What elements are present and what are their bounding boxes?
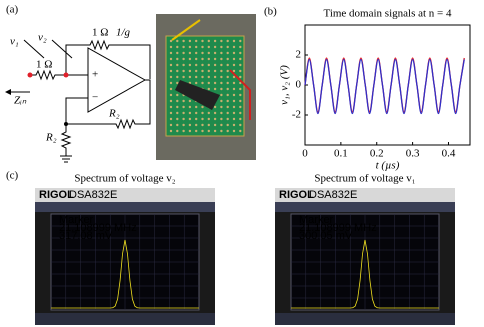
brand: RIGOL	[279, 189, 314, 201]
marker-label: Marker	[299, 214, 334, 226]
panel-label: (a)	[6, 4, 19, 16]
y-tick-label: 2	[296, 49, 302, 61]
spectrum-title: Spectrum of voltage v₁	[314, 173, 415, 185]
panel-label: (c)	[6, 170, 19, 182]
panel-label: (b)	[264, 6, 277, 18]
model: DSA832E	[69, 189, 117, 201]
x-tick-label: 0.4	[442, 148, 456, 160]
conductance-label: 1/g	[116, 27, 131, 39]
marker-frequency: 21.108999 MHz	[299, 222, 377, 234]
spectra: Spectrum of voltage v₂RIGOLDSA832EMarker…	[35, 173, 455, 325]
marker-amplitude: 317.08 mV	[59, 230, 113, 242]
x-tick-label: 0.3	[406, 148, 420, 160]
node-label: v₂	[38, 32, 47, 44]
y-tick-label: 0	[296, 79, 302, 91]
node-label: v₁	[10, 36, 19, 48]
marker-amplitude: 300.05 mV	[299, 230, 353, 242]
resistor-label: R₂	[45, 132, 57, 144]
brand: RIGOL	[39, 189, 74, 201]
photo	[156, 14, 256, 160]
marker-frequency: 21.108999 MHz	[59, 222, 137, 234]
plot-frame	[304, 24, 471, 146]
x-tick-label: 0	[302, 148, 308, 160]
opamp-input: −	[92, 92, 98, 104]
spectrum-title: Spectrum of voltage v₂	[74, 173, 175, 185]
circuit	[5, 39, 151, 163]
chart: Time domain signals at n = 4 0 0.1 0.2 0.3 0.…	[279, 8, 471, 172]
series-line	[304, 58, 465, 115]
resistor-label: 1 Ω	[92, 27, 108, 39]
opamp-input: +	[92, 69, 98, 81]
x-tick-label: 0.2	[370, 148, 384, 160]
resistor-label: 1 Ω	[36, 59, 52, 71]
x-axis-label: t (µs)	[376, 160, 400, 172]
model: DSA832E	[309, 189, 357, 201]
x-tick-label: 0.1	[334, 148, 348, 160]
resistor-label: R₂	[108, 108, 120, 120]
y-axis-label: v₁, v₂ (V)	[279, 65, 291, 105]
marker-label: Marker	[59, 214, 94, 226]
y-tick-label: -2	[292, 109, 301, 121]
impedance-label: Zᵢₙ	[14, 95, 27, 107]
chart-title: Time domain signals at n = 4	[323, 8, 452, 20]
